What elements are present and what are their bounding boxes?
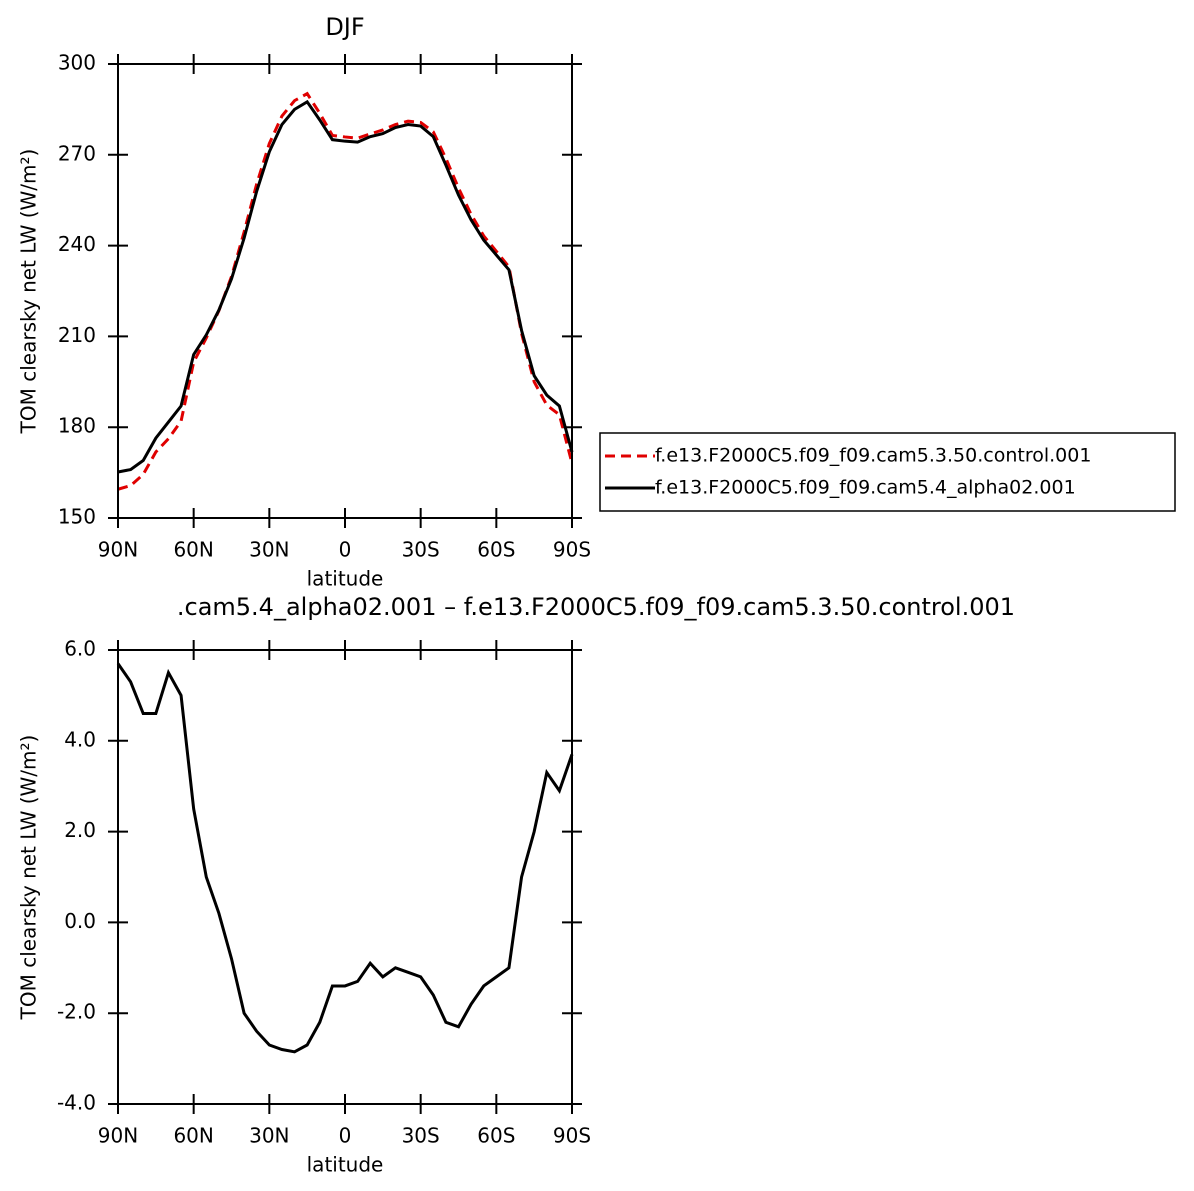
legend-label: f.e13.F2000C5.f09_f09.cam5.4_alpha02.001	[655, 477, 1076, 499]
x-tick-label: 60N	[173, 1124, 213, 1148]
y-tick-label: 0.0	[64, 909, 96, 933]
x-axis-label: latitude	[307, 1153, 384, 1177]
x-tick-label: 0	[339, 538, 352, 562]
plot-frame	[117, 63, 573, 519]
y-tick-label: 270	[58, 141, 96, 165]
data-line	[117, 99, 574, 474]
x-tick-label: 90N	[98, 1124, 138, 1148]
x-axis-label: latitude	[307, 567, 384, 591]
y-tick-label: 150	[58, 505, 96, 529]
x-tick-label: 90N	[98, 538, 138, 562]
x-tick-label: 60N	[173, 538, 213, 562]
legend-box	[599, 432, 1176, 512]
y-tick-label: 240	[58, 232, 96, 256]
y-axis-label: TOM clearsky net LW (W/m²)	[17, 149, 41, 435]
y-tick-label: 4.0	[64, 727, 96, 751]
y-tick-label: 2.0	[64, 818, 96, 842]
x-tick-label: 30N	[249, 1124, 289, 1148]
y-tick-label: -4.0	[57, 1091, 96, 1115]
y-tick-label: 180	[58, 414, 96, 438]
x-tick-label: 30S	[402, 1124, 440, 1148]
legend-label: f.e13.F2000C5.f09_f09.cam5.3.50.control.…	[655, 445, 1091, 467]
y-tick-label: 6.0	[64, 637, 96, 661]
x-tick-label: 90S	[553, 538, 591, 562]
chart-title: .cam5.4_alpha02.001 – f.e13.F2000C5.f09_…	[177, 593, 1015, 621]
x-tick-label: 60S	[477, 538, 515, 562]
data-line	[116, 662, 574, 1054]
x-tick-label: 60S	[477, 1124, 515, 1148]
plot-frame	[117, 649, 573, 1105]
y-tick-label: 300	[58, 51, 96, 75]
x-tick-label: 30S	[402, 538, 440, 562]
x-tick-label: 0	[339, 1124, 352, 1148]
y-tick-label: 210	[58, 323, 96, 347]
chart-title: DJF	[325, 13, 364, 41]
data-line	[117, 91, 574, 491]
y-tick-label: -2.0	[57, 1000, 96, 1024]
y-axis-label: TOM clearsky net LW (W/m²)	[17, 735, 41, 1021]
x-tick-label: 30N	[249, 538, 289, 562]
x-tick-label: 90S	[553, 1124, 591, 1148]
